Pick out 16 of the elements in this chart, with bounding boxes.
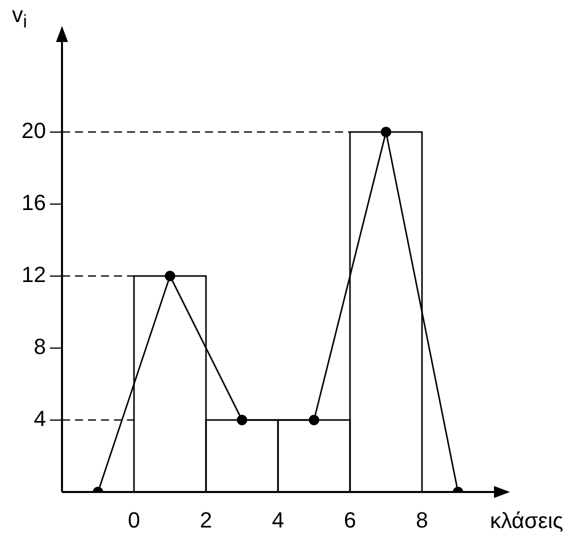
y-tick-label: 12: [22, 262, 46, 288]
y-tick-label: 16: [22, 190, 46, 216]
x-tick-label: 2: [200, 507, 212, 532]
x-tick-label: 6: [344, 507, 356, 532]
point: [308, 414, 320, 426]
point: [380, 126, 392, 138]
x-axis-title: κλάσεις: [490, 508, 564, 534]
y-tick-label: 8: [34, 334, 46, 360]
x-tick-label: 8: [416, 507, 428, 532]
point: [236, 414, 248, 426]
y-tick-label: 4: [34, 406, 46, 432]
y-axis-title: v$_{i}$: [12, 2, 28, 32]
x-tick-label: 4: [272, 507, 284, 532]
y-tick-label: 20: [22, 118, 46, 144]
point: [164, 270, 176, 282]
x-tick-label: 0: [128, 507, 140, 532]
